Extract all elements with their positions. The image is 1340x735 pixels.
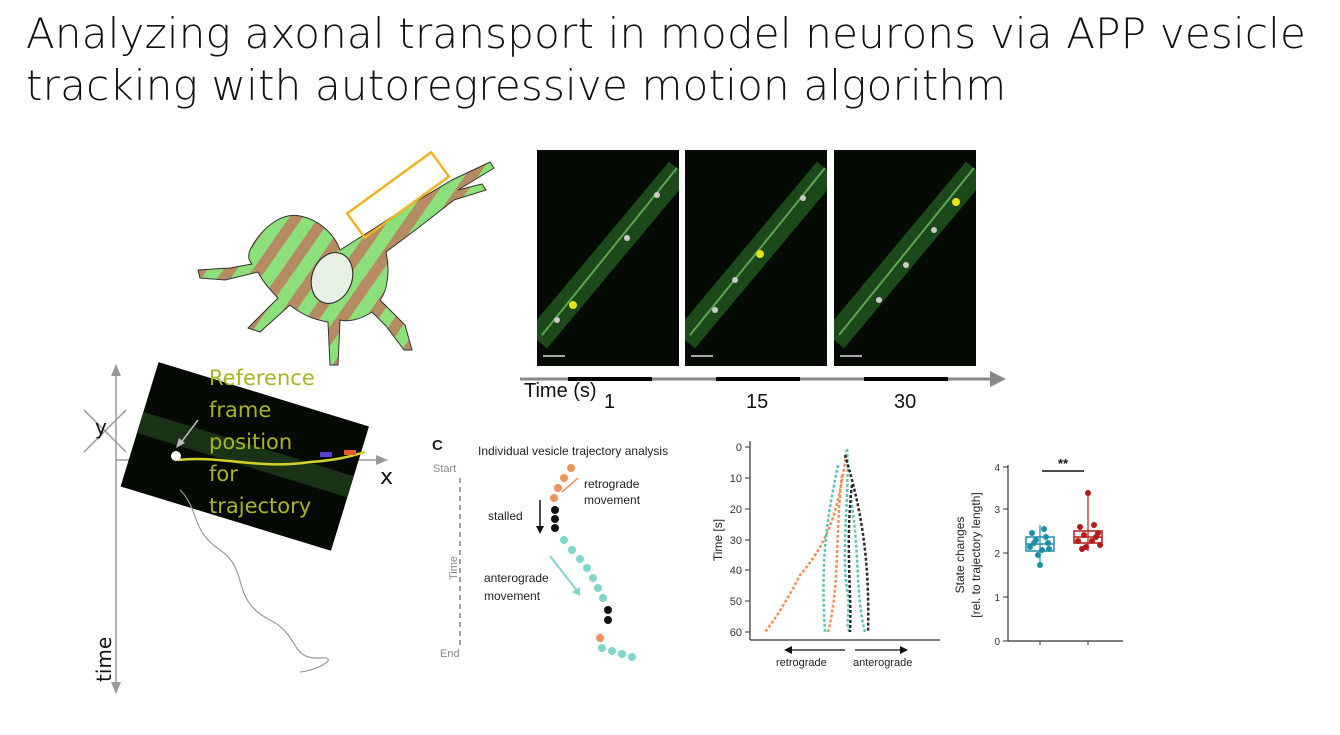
panel-c-heading: Individual vesicle trajectory analysis	[478, 444, 669, 458]
box-ytick-4: 4	[994, 463, 1000, 474]
box-group-2	[1073, 490, 1103, 552]
retrograde-line-1: retrograde	[584, 477, 640, 491]
stalled-label: stalled	[488, 509, 523, 523]
kymo-ytick-10: 10	[730, 473, 742, 485]
reference-label-line-2: frame	[209, 398, 272, 422]
significance-marker: **	[1058, 456, 1069, 471]
retrograde-line-2: movement	[584, 493, 641, 507]
panel-c-letter: C	[432, 437, 443, 454]
panel-c-start: Start	[433, 463, 457, 475]
time-axis-label: time	[92, 636, 116, 682]
kymo-ylabel: Time [s]	[711, 519, 725, 561]
anterograde-line-2: movement	[484, 589, 541, 603]
title-line-2: tracking with autoregressive motion algo…	[26, 61, 1007, 110]
trajectory-analysis-panel	[459, 464, 636, 661]
time-trajectory-curve	[179, 489, 329, 673]
title-line-1: Analyzing axonal transport in model neur…	[26, 9, 1307, 58]
box-ytick-3: 3	[994, 505, 1000, 516]
timeline-frame-15: 15	[746, 391, 769, 413]
kymograph-plot: 0 10 20 30 40 50 60 Time [s] retrograde …	[711, 441, 940, 669]
kymo-ytick-30: 30	[730, 535, 742, 547]
anterograde-line-1: anterograde	[484, 571, 549, 585]
panel-c-time: Time	[448, 555, 460, 580]
kymo-ytick-60: 60	[730, 627, 742, 639]
microscopy-frame-30	[834, 150, 976, 366]
box-group-1	[1025, 525, 1055, 568]
reference-label: Reference frame position for trajectory	[209, 362, 315, 522]
state-changes-boxplot: 0 1 2 3 4 State changes [rel. to traject…	[953, 456, 1123, 648]
reference-frame-diagram	[83, 362, 388, 694]
anterograde-movement-label: anterograde movement	[484, 569, 549, 605]
neuron-nucleus	[310, 252, 354, 304]
box-ytick-1: 1	[994, 593, 1000, 604]
retrograde-movement-label: retrograde movement	[584, 476, 640, 508]
kymo-ytick-20: 20	[730, 504, 742, 516]
reference-label-line-3: position	[209, 430, 293, 454]
reference-label-line-5: trajectory	[209, 494, 312, 518]
timeline-frame-30: 30	[894, 391, 917, 413]
panel-c-end: End	[440, 648, 460, 660]
kymo-anterograde-label: anterograde	[853, 657, 912, 669]
timeline-arrow	[520, 371, 1006, 387]
microscopy-frame-1	[537, 150, 679, 366]
timeline-frame-1: 1	[604, 391, 616, 413]
axon-highlight-box	[345, 150, 451, 240]
microscopy-frame-15	[685, 150, 827, 366]
kymo-ytick-50: 50	[730, 596, 742, 608]
timeline-label: Time (s)	[524, 380, 597, 402]
reference-label-line-4: for	[209, 462, 238, 486]
box-ytick-0: 0	[994, 637, 1000, 648]
neuron-illustration	[197, 150, 495, 366]
kymo-retrograde-label: retrograde	[776, 657, 827, 669]
trajectory-line	[177, 450, 366, 466]
reference-label-line-1: Reference	[209, 366, 315, 390]
kymo-ytick-0: 0	[736, 442, 742, 454]
box-ylabel-line-1: State changes	[953, 517, 967, 594]
x-axis-label: x	[380, 465, 394, 490]
box-ytick-2: 2	[994, 549, 1000, 560]
box-ylabel-line-2: [rel. to trajectory length]	[969, 492, 983, 617]
slide-title: Analyzing axonal transport in model neur…	[26, 8, 1336, 112]
kymo-ytick-40: 40	[730, 565, 742, 577]
y-axis-label: y	[95, 415, 107, 439]
